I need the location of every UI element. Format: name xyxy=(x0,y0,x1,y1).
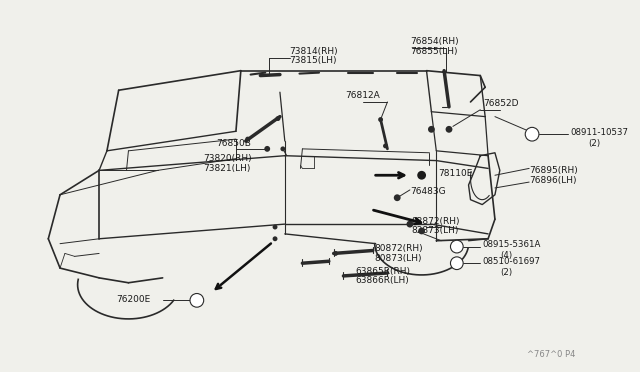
Text: 73815(LH): 73815(LH) xyxy=(290,57,337,65)
Text: 78110E: 78110E xyxy=(438,169,472,178)
Text: 73821(LH): 73821(LH) xyxy=(204,164,251,173)
Text: 80873(LH): 80873(LH) xyxy=(375,254,422,263)
Circle shape xyxy=(525,127,539,141)
Circle shape xyxy=(417,171,426,180)
Circle shape xyxy=(451,240,463,253)
Text: (2): (2) xyxy=(500,267,512,276)
Text: 76200E: 76200E xyxy=(116,295,151,304)
Text: (4): (4) xyxy=(500,251,512,260)
Text: ^767^0 P4: ^767^0 P4 xyxy=(527,350,575,359)
Circle shape xyxy=(280,147,285,151)
Text: 63866R(LH): 63866R(LH) xyxy=(355,276,409,285)
Text: 80872(RH): 80872(RH) xyxy=(375,244,423,253)
Text: (2): (2) xyxy=(588,140,600,148)
Text: 76855(LH): 76855(LH) xyxy=(410,46,458,56)
Circle shape xyxy=(333,251,338,256)
Circle shape xyxy=(273,236,278,241)
Text: 76850B: 76850B xyxy=(216,140,252,148)
Text: 76852D: 76852D xyxy=(483,99,518,108)
Text: M: M xyxy=(454,244,460,250)
Circle shape xyxy=(383,144,388,148)
Text: S: S xyxy=(454,260,459,266)
Circle shape xyxy=(273,225,278,230)
Circle shape xyxy=(451,257,463,270)
Text: 82872(RH): 82872(RH) xyxy=(412,217,460,226)
Circle shape xyxy=(264,146,270,152)
Text: 63865R(RH): 63865R(RH) xyxy=(355,266,410,276)
Circle shape xyxy=(193,296,201,304)
Circle shape xyxy=(276,116,280,121)
Circle shape xyxy=(445,126,452,133)
Text: 76895(RH): 76895(RH) xyxy=(529,166,578,175)
Circle shape xyxy=(406,221,413,228)
Text: 76483G: 76483G xyxy=(410,187,445,196)
Circle shape xyxy=(190,294,204,307)
Circle shape xyxy=(394,194,401,201)
Text: 08510-61697: 08510-61697 xyxy=(482,257,540,266)
Text: N: N xyxy=(529,130,535,139)
Circle shape xyxy=(378,117,383,122)
Text: 73820(RH): 73820(RH) xyxy=(204,154,252,163)
Circle shape xyxy=(418,228,425,234)
Text: 73814(RH): 73814(RH) xyxy=(290,46,339,56)
Text: 76812A: 76812A xyxy=(346,91,380,100)
Text: 82873(LH): 82873(LH) xyxy=(412,227,460,235)
Circle shape xyxy=(245,137,250,141)
Text: 08911-10537: 08911-10537 xyxy=(570,128,628,137)
Text: 76854(RH): 76854(RH) xyxy=(410,37,458,46)
Text: 76896(LH): 76896(LH) xyxy=(529,176,577,185)
Text: 08915-5361A: 08915-5361A xyxy=(482,240,541,249)
Circle shape xyxy=(428,126,435,133)
